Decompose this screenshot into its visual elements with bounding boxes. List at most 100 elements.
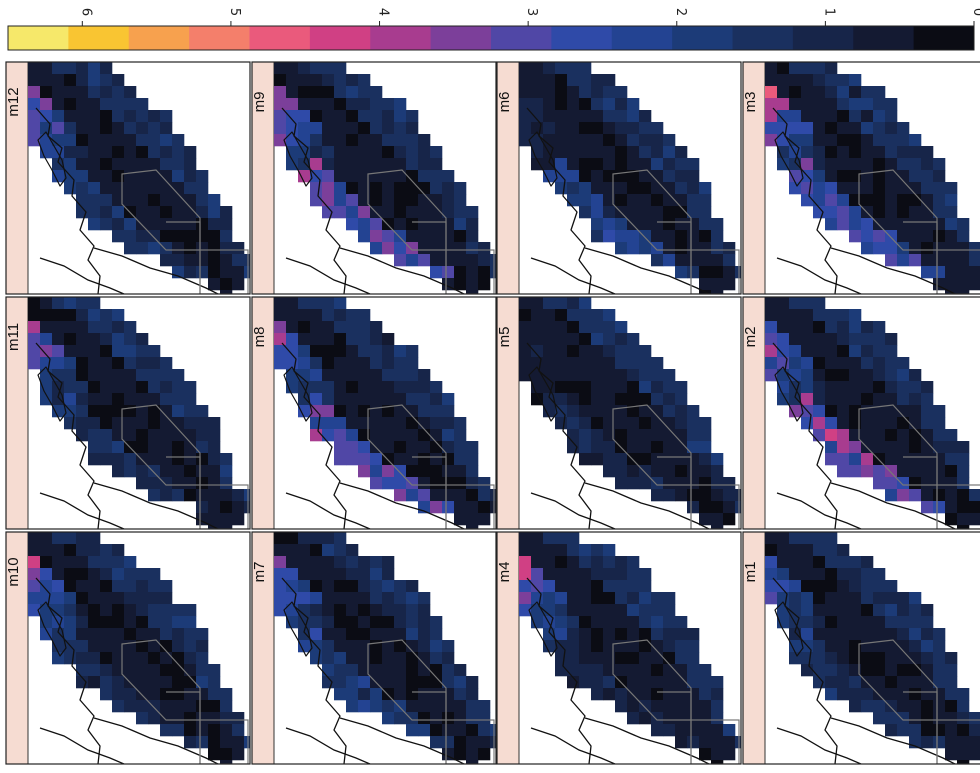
raster-cell [370, 664, 383, 677]
raster-cell [406, 122, 419, 135]
raster-cell [28, 345, 41, 358]
raster-cell [454, 206, 467, 219]
raster-cell [567, 393, 580, 406]
raster-cell [861, 640, 874, 653]
raster-cell [579, 417, 592, 430]
raster-cell [663, 688, 676, 701]
raster-cell [346, 321, 359, 334]
panel-plot-area [274, 532, 496, 764]
raster-cell [76, 417, 89, 430]
raster-cell [945, 441, 958, 454]
colorbar-bin [792, 26, 854, 50]
raster-cell [711, 736, 724, 749]
raster-cell [136, 242, 149, 255]
raster-cell [490, 266, 496, 279]
raster-cell [334, 194, 347, 207]
raster-cell [220, 254, 233, 267]
raster-cell [232, 489, 245, 502]
raster-cell [208, 218, 221, 231]
raster-cell [909, 182, 922, 195]
raster-cell [334, 592, 347, 605]
raster-cell [382, 417, 395, 430]
raster-cell [88, 381, 101, 394]
raster-cell [861, 146, 874, 159]
raster-cell [346, 309, 359, 322]
raster-cell [615, 98, 628, 111]
raster-cell [40, 616, 53, 629]
raster-cell [346, 98, 359, 111]
raster-cell [454, 182, 467, 195]
raster-cell [567, 146, 580, 159]
raster-cell [531, 158, 544, 171]
raster-cell [687, 652, 700, 665]
raster-cell [100, 170, 113, 183]
raster-cell [184, 724, 197, 737]
raster-cell [76, 134, 89, 147]
raster-cell [765, 134, 778, 147]
raster-cell [861, 429, 874, 442]
raster-cell [346, 628, 359, 641]
raster-cell [813, 604, 826, 617]
raster-cell [358, 110, 371, 123]
raster-cell [897, 206, 910, 219]
raster-cell [825, 369, 838, 382]
raster-cell [801, 664, 814, 677]
raster-cell [675, 664, 688, 677]
raster-cell [663, 489, 676, 502]
raster-cell [136, 98, 149, 111]
raster-cell [358, 206, 371, 219]
raster-cell [124, 98, 137, 111]
raster-cell [813, 580, 826, 593]
raster-cell [675, 453, 688, 466]
raster-cell [454, 748, 467, 761]
raster-cell [334, 393, 347, 406]
raster-cell [88, 134, 101, 147]
raster-cell [382, 122, 395, 135]
raster-cell [615, 86, 628, 99]
raster-cell [861, 604, 874, 617]
raster-cell [615, 616, 628, 629]
raster-cell [765, 345, 778, 358]
raster-cell [286, 381, 299, 394]
raster-cell [849, 628, 862, 641]
raster-cell [466, 513, 479, 526]
raster-cell [945, 676, 958, 689]
raster-cell [579, 369, 592, 382]
raster-cell [370, 194, 383, 207]
raster-cell [885, 580, 898, 593]
raster-cell [76, 429, 89, 442]
raster-cell [543, 122, 556, 135]
raster-cell [909, 700, 922, 713]
raster [274, 297, 496, 529]
raster-cell [310, 592, 323, 605]
raster-cell [861, 628, 874, 641]
raster-cell [897, 134, 910, 147]
raster-cell [112, 230, 125, 243]
raster-cell [370, 405, 383, 418]
raster-cell [88, 86, 101, 99]
raster-cell [933, 182, 946, 195]
raster-cell [825, 417, 838, 430]
raster-cell [735, 736, 741, 749]
raster-cell [430, 700, 443, 713]
raster-cell [945, 230, 958, 243]
raster-cell [346, 158, 359, 171]
raster-cell [88, 98, 101, 111]
raster-cell [148, 465, 161, 478]
raster-cell [837, 628, 850, 641]
raster-cell [430, 501, 443, 514]
raster-cell [298, 98, 311, 111]
raster-cell [490, 489, 496, 502]
raster-cell [346, 381, 359, 394]
raster-cell [945, 736, 958, 749]
raster-cell [274, 592, 287, 605]
raster-cell [663, 194, 676, 207]
raster-cell [160, 357, 173, 370]
raster-cell [567, 568, 580, 581]
raster-cell [591, 676, 604, 689]
raster-cell [298, 592, 311, 605]
raster-cell [909, 170, 922, 183]
raster-cell [52, 628, 65, 641]
raster-cell [100, 592, 113, 605]
raster-cell [358, 604, 371, 617]
